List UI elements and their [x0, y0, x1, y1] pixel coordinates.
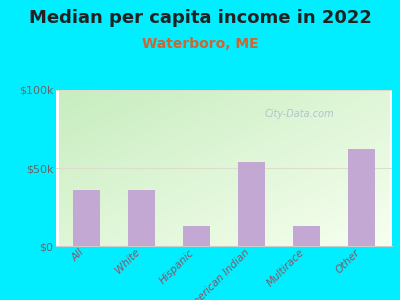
Text: City-Data.com: City-Data.com	[264, 109, 334, 119]
Bar	[183, 226, 210, 246]
Bar	[128, 190, 155, 246]
Bar	[238, 162, 265, 246]
Text: Median per capita income in 2022: Median per capita income in 2022	[28, 9, 372, 27]
Bar	[293, 226, 320, 246]
Bar	[72, 190, 100, 246]
Text: Waterboro, ME: Waterboro, ME	[142, 38, 258, 52]
Bar	[348, 149, 376, 246]
